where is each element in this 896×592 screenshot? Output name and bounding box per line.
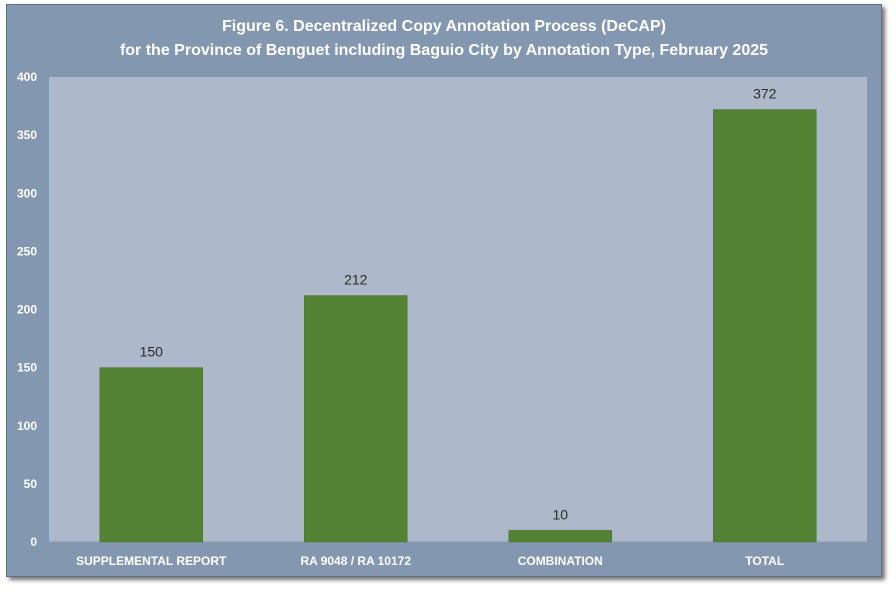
- chart-subtitle: for the Province of Benguet including Ba…: [120, 42, 768, 59]
- x-tick-label: TOTAL: [745, 554, 784, 568]
- data-label: 150: [140, 344, 164, 360]
- y-tick-label: 150: [17, 361, 37, 375]
- data-label: 10: [552, 506, 568, 522]
- bar: [99, 367, 203, 543]
- y-tick-label: 200: [17, 303, 37, 317]
- x-tick-label: COMBINATION: [518, 554, 603, 568]
- x-tick-label: SUPPLEMENTAL REPORT: [76, 554, 227, 568]
- y-axis: 0 50 100 150 200 250 300 350 400: [17, 70, 37, 549]
- data-label: 372: [753, 86, 777, 102]
- y-tick-label: 400: [17, 70, 37, 84]
- y-tick-label: 100: [17, 419, 37, 433]
- data-label: 212: [344, 272, 368, 288]
- bar: [713, 109, 817, 543]
- bar-chart: Figure 6. Decentralized Copy Annotation …: [17, 18, 867, 568]
- x-tick-label: RA 9048 / RA 10172: [300, 554, 411, 568]
- y-tick-label: 50: [24, 477, 38, 491]
- y-tick-label: 300: [17, 186, 37, 200]
- y-tick-label: 250: [17, 244, 37, 258]
- y-tick-label: 350: [17, 128, 37, 142]
- data-labels: 150 212 10 372: [140, 86, 777, 523]
- y-tick-label: 0: [30, 535, 37, 549]
- chart-frame: Figure 6. Decentralized Copy Annotation …: [6, 4, 882, 577]
- bar: [508, 530, 612, 543]
- bar: [304, 295, 408, 543]
- x-axis: SUPPLEMENTAL REPORT RA 9048 / RA 10172 COM…: [76, 554, 784, 568]
- bar-series: [99, 109, 817, 543]
- chart-title: Figure 6. Decentralized Copy Annotation …: [222, 18, 666, 35]
